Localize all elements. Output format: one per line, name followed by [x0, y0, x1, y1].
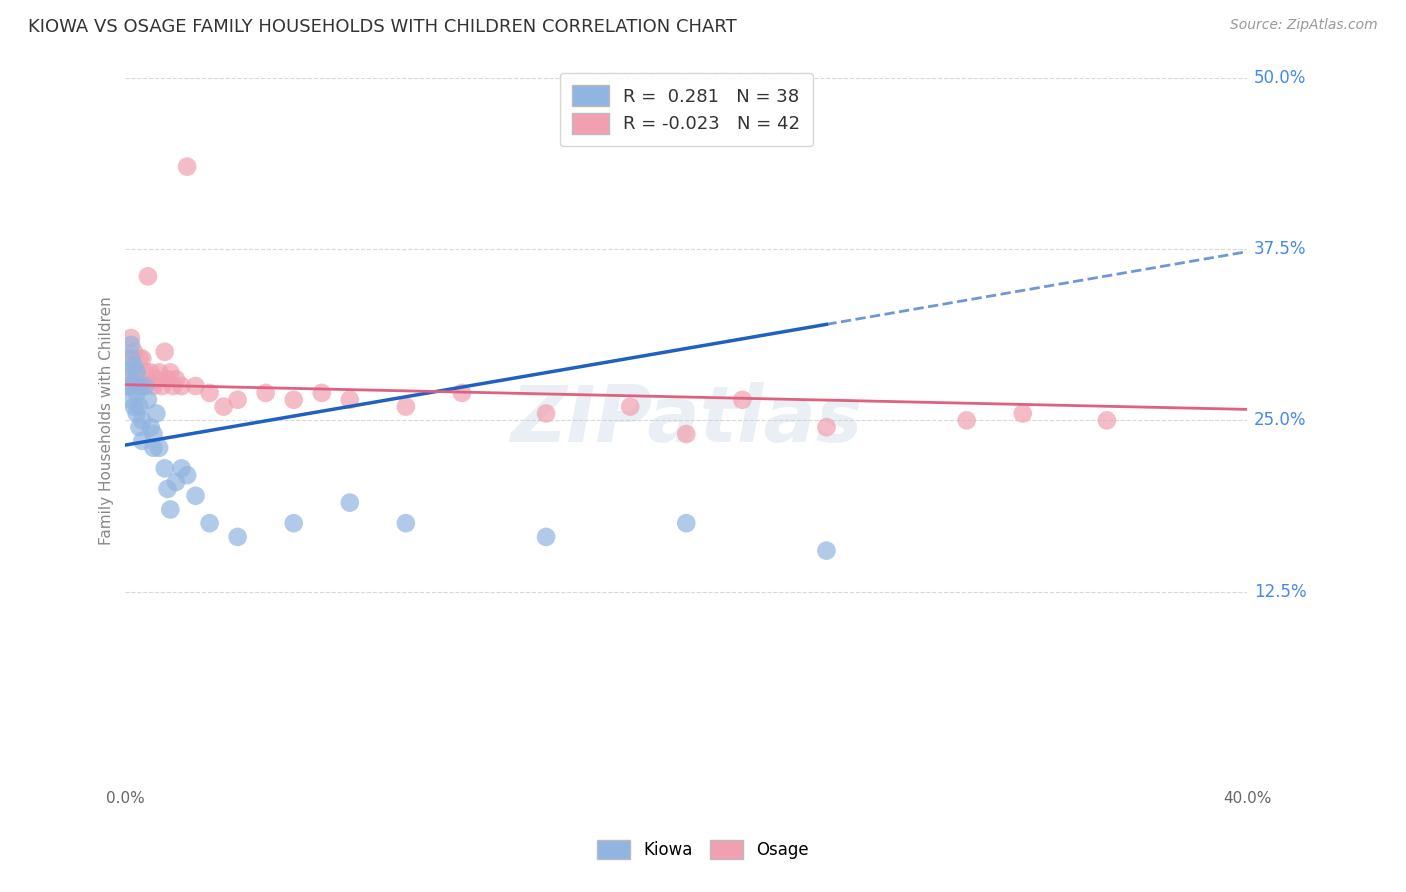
Text: 0.0%: 0.0%	[105, 790, 145, 805]
Point	[170, 379, 193, 393]
Point	[176, 468, 198, 483]
Point	[150, 379, 173, 393]
Text: 25.0%: 25.0%	[1254, 411, 1306, 429]
Point	[165, 475, 187, 489]
Legend: Kiowa, Osage: Kiowa, Osage	[591, 833, 815, 866]
Point	[1011, 407, 1033, 421]
Point	[162, 379, 184, 393]
Point	[165, 372, 187, 386]
Point	[198, 385, 221, 400]
Point	[136, 269, 159, 284]
Text: Source: ZipAtlas.com: Source: ZipAtlas.com	[1230, 18, 1378, 32]
Point	[534, 530, 557, 544]
Point	[675, 427, 697, 442]
Point	[148, 365, 170, 379]
Point	[184, 379, 207, 393]
Point	[117, 379, 139, 393]
Text: 12.5%: 12.5%	[1254, 582, 1306, 600]
Point	[226, 530, 249, 544]
Point	[153, 344, 176, 359]
Point	[254, 385, 277, 400]
Text: ZIPatlas: ZIPatlas	[510, 383, 862, 458]
Point	[395, 400, 418, 414]
Point	[145, 407, 167, 421]
Point	[117, 365, 139, 379]
Point	[156, 482, 179, 496]
Point	[122, 379, 145, 393]
Point	[675, 516, 697, 531]
Point	[128, 379, 150, 393]
Text: KIOWA VS OSAGE FAMILY HOUSEHOLDS WITH CHILDREN CORRELATION CHART: KIOWA VS OSAGE FAMILY HOUSEHOLDS WITH CH…	[28, 18, 737, 36]
Point	[534, 407, 557, 421]
Point	[131, 351, 153, 366]
Point	[311, 385, 333, 400]
Point	[125, 407, 148, 421]
Point	[128, 420, 150, 434]
Text: 37.5%: 37.5%	[1254, 240, 1306, 258]
Point	[159, 365, 181, 379]
Point	[156, 372, 179, 386]
Point	[131, 434, 153, 448]
Point	[134, 365, 156, 379]
Point	[956, 413, 979, 427]
Point	[170, 461, 193, 475]
Point	[117, 379, 139, 393]
Point	[120, 331, 142, 345]
Point	[339, 495, 361, 509]
Point	[153, 461, 176, 475]
Legend: R =  0.281   N = 38, R = -0.023   N = 42: R = 0.281 N = 38, R = -0.023 N = 42	[560, 73, 813, 146]
Point	[125, 385, 148, 400]
Point	[122, 359, 145, 373]
Point	[1095, 413, 1118, 427]
Point	[122, 344, 145, 359]
Point	[139, 365, 162, 379]
Point	[148, 441, 170, 455]
Point	[131, 413, 153, 427]
Point	[122, 400, 145, 414]
Point	[120, 351, 142, 366]
Text: 40.0%: 40.0%	[1223, 790, 1271, 805]
Point	[184, 489, 207, 503]
Point	[815, 420, 838, 434]
Point	[128, 400, 150, 414]
Point	[159, 502, 181, 516]
Point	[120, 338, 142, 352]
Point	[176, 160, 198, 174]
Point	[125, 365, 148, 379]
Point	[619, 400, 641, 414]
Point	[198, 516, 221, 531]
Point	[283, 516, 305, 531]
Point	[451, 385, 474, 400]
Point	[131, 379, 153, 393]
Point	[122, 365, 145, 379]
Point	[226, 392, 249, 407]
Point	[136, 392, 159, 407]
Point	[120, 392, 142, 407]
Point	[731, 392, 754, 407]
Point	[120, 351, 142, 366]
Point	[128, 379, 150, 393]
Point	[125, 365, 148, 379]
Point	[339, 392, 361, 407]
Point	[815, 543, 838, 558]
Point	[212, 400, 235, 414]
Text: 50.0%: 50.0%	[1254, 69, 1306, 87]
Point	[142, 427, 165, 442]
Point	[134, 379, 156, 393]
Point	[142, 379, 165, 393]
Point	[142, 441, 165, 455]
Point	[128, 351, 150, 366]
Point	[145, 372, 167, 386]
Y-axis label: Family Households with Children: Family Households with Children	[100, 296, 114, 545]
Point	[395, 516, 418, 531]
Point	[139, 420, 162, 434]
Point	[283, 392, 305, 407]
